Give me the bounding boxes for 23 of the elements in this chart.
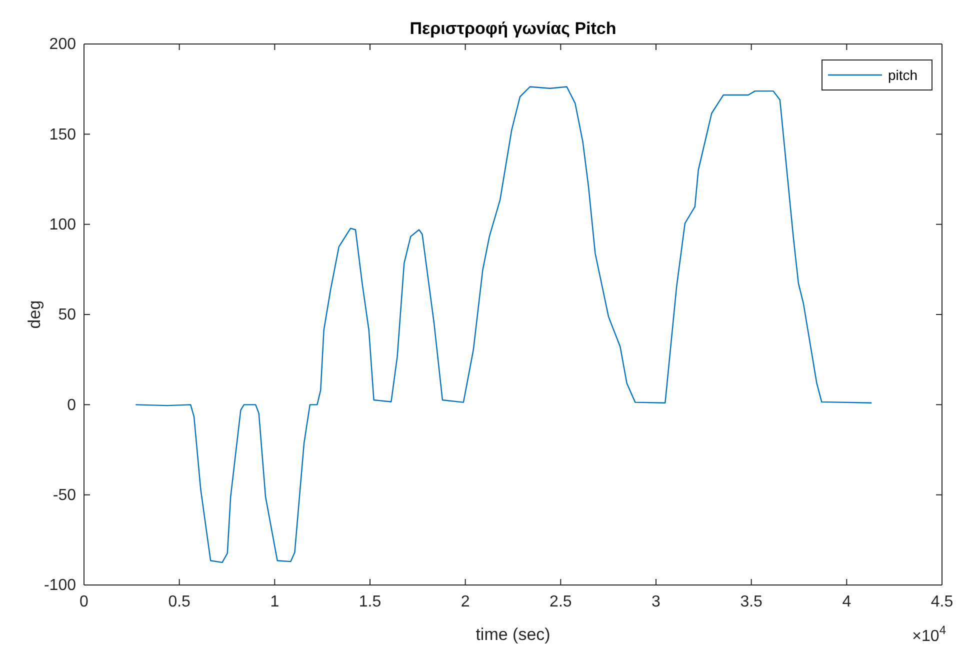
y-tick-label: 100 <box>49 216 76 234</box>
x-axis-title: time (sec) <box>476 625 550 644</box>
text: ×10$^{4}$ <box>912 623 946 645</box>
x-tick-label: 4.5 <box>930 593 954 610</box>
chart-title: Περιστροφή γωνίας Pitch <box>410 19 616 38</box>
x-tick-label: 2 <box>460 593 470 610</box>
line-series <box>135 86 872 564</box>
y-tick-label: 0 <box>67 396 76 414</box>
x-tick-label: 3.5 <box>740 593 763 610</box>
x-tick-label: 2.5 <box>550 593 572 610</box>
x-tick-label: 0 <box>80 593 89 610</box>
x-tick-label: 1.5 <box>358 593 382 610</box>
x-tick-label: 0.5 <box>168 593 191 610</box>
y-tick-label: -50 <box>52 486 76 504</box>
y-tick-label: 150 <box>49 126 76 144</box>
x-tick-label: 1 <box>270 593 280 610</box>
y-tick-label: 50 <box>58 306 76 324</box>
x-tick-label: 3 <box>652 593 661 610</box>
legend-label: pitch <box>888 67 918 83</box>
y-axis-title: deg <box>25 300 44 329</box>
x-tick-label: 4 <box>842 593 852 610</box>
y-tick-label: 200 <box>49 36 76 54</box>
y-tick-label: -100 <box>44 577 76 594</box>
